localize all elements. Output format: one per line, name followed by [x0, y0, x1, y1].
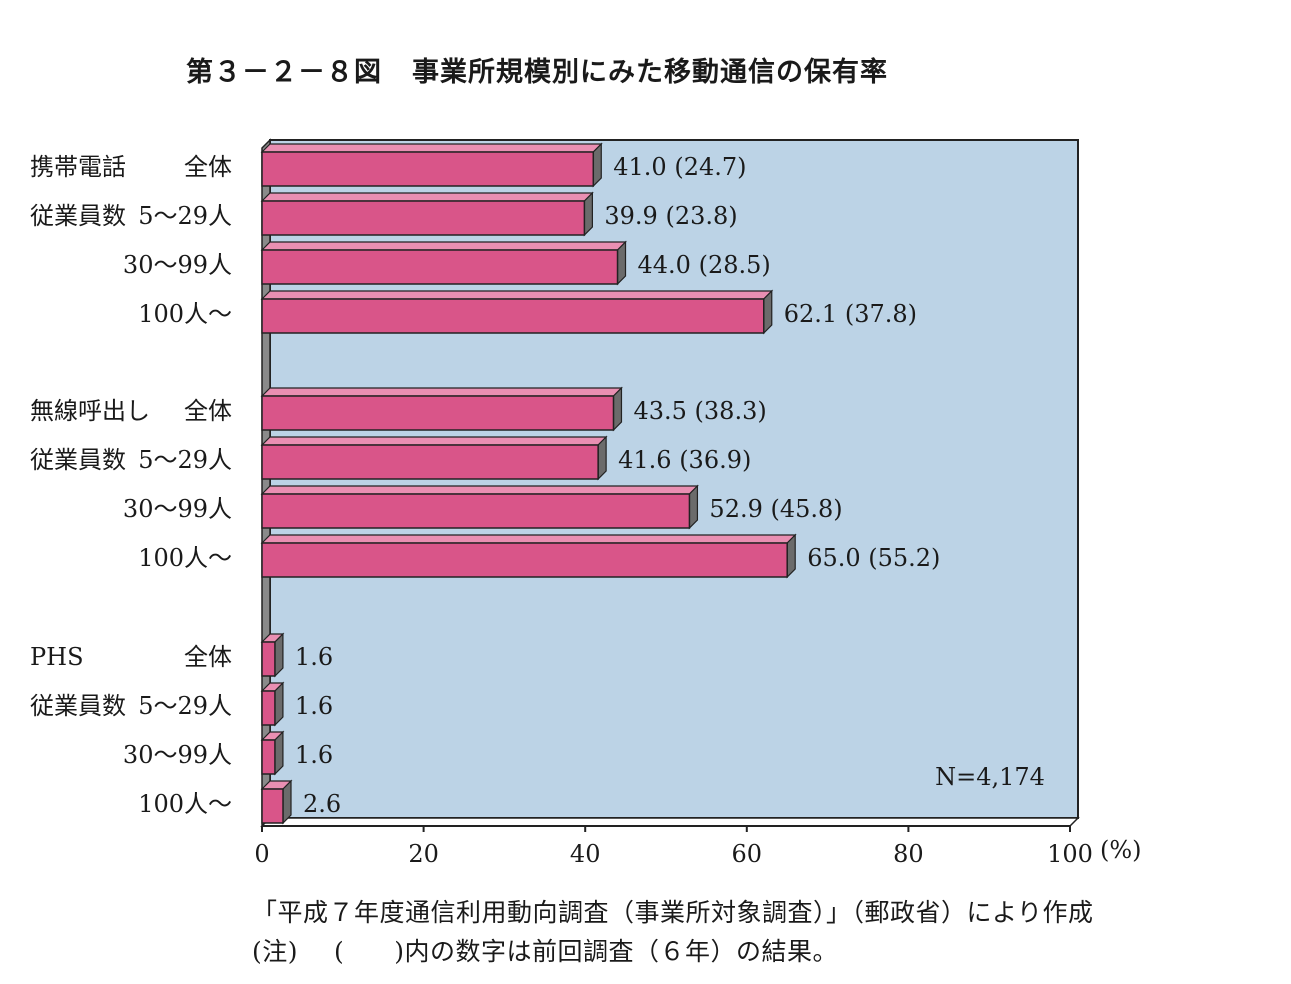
footnote-paren-close: ) — [394, 937, 405, 966]
x-axis-unit: (%) — [1100, 836, 1142, 864]
bar-value-label: 1.6 — [295, 741, 333, 769]
bar-chart: 0 20 40 60 80 100 (%) N=4,174 41.0 (24.7) 全体 携帯電話 3… — [30, 138, 1142, 868]
bar — [261, 493, 691, 529]
x-tick-label: 80 — [893, 840, 924, 868]
row-label: 5～29人 — [138, 202, 232, 230]
bar-side-face — [274, 681, 284, 727]
bar — [261, 151, 595, 187]
bar-top-face — [260, 143, 603, 153]
x-tick-label: 20 — [408, 840, 439, 868]
x-tick-label: 0 — [254, 840, 269, 868]
group-label: PHS — [30, 643, 84, 671]
row-label: 全体 — [184, 397, 232, 425]
chart-title: 第３－２－８図 事業所規模別にみた移動通信の保有率 — [186, 50, 888, 89]
bar-value-label: 2.6 — [303, 790, 341, 818]
bar-value-label: 43.5 (38.3) — [633, 397, 766, 425]
group-label: 従業員数 — [30, 202, 126, 230]
row-label: 30～99人 — [123, 741, 232, 769]
floor — [260, 817, 1080, 827]
bar — [261, 395, 615, 431]
bar-side-face — [583, 191, 593, 237]
row-label: 5～29人 — [138, 692, 232, 720]
bar — [261, 690, 276, 726]
sample-size-annotation: N=4,174 — [935, 763, 1045, 791]
footnote-paren-open: ( — [334, 937, 345, 966]
group-label: 無線呼出し — [30, 397, 150, 425]
group-label: 携帯電話 — [30, 153, 126, 181]
row-label: 全体 — [184, 153, 232, 181]
bar-value-label: 52.9 (45.8) — [709, 495, 842, 523]
bar-top-face — [260, 436, 608, 446]
bar-value-label: 62.1 (37.8) — [784, 300, 917, 328]
bar-top-face — [260, 485, 699, 495]
bar-value-label: 1.6 — [295, 643, 333, 671]
bar-value-label: 39.9 (23.8) — [604, 202, 737, 230]
bar-value-label: 1.6 — [295, 692, 333, 720]
row-label: 30～99人 — [123, 251, 232, 279]
bar-side-face — [274, 632, 284, 678]
bar — [261, 788, 284, 824]
source-note: 「平成７年度通信利用動向調査（事業所対象調査）」（郵政省）により作成 — [252, 898, 1094, 927]
row-label: 100人～ — [138, 790, 232, 818]
bar — [261, 249, 619, 285]
row-label: 100人～ — [138, 544, 232, 572]
group-label: 従業員数 — [30, 446, 126, 474]
bar-side-face — [786, 533, 796, 579]
bar — [261, 200, 586, 236]
bar-top-face — [260, 192, 594, 202]
bar-value-label: 41.6 (36.9) — [618, 446, 751, 474]
bar-top-face — [260, 534, 797, 544]
bar-value-label: 44.0 (28.5) — [638, 251, 771, 279]
bar-value-label: 41.0 (24.7) — [613, 153, 746, 181]
bar — [261, 641, 276, 677]
bar-side-face — [274, 730, 284, 776]
row-label: 30～99人 — [123, 495, 232, 523]
bar-side-face — [688, 484, 699, 530]
row-label: 100人～ — [138, 300, 232, 328]
row-label: 全体 — [184, 643, 232, 671]
bar-side-face — [616, 240, 627, 286]
row-label: 5～29人 — [138, 446, 232, 474]
bar-side-face — [763, 289, 773, 335]
bar — [261, 739, 276, 775]
bar-side-face — [597, 435, 607, 481]
figure-title-text: 事業所規模別にみた移動通信の保有率 — [412, 57, 888, 88]
footnote-text: 内の数字は前回調査（６年）の結果。 — [404, 937, 839, 966]
bar — [261, 444, 599, 480]
bar-side-face — [282, 779, 292, 825]
x-tick-label: 100 — [1047, 840, 1093, 868]
bar-value-label: 65.0 (55.2) — [807, 544, 940, 572]
bar-side-face — [612, 386, 623, 432]
x-tick-label: 40 — [570, 840, 601, 868]
bar-side-face — [592, 142, 602, 188]
footnote-label: (注) — [252, 937, 299, 966]
bar — [261, 298, 765, 334]
footnote: (注) ()内の数字は前回調査（６年）の結果。 — [252, 932, 838, 968]
group-label: 従業員数 — [30, 692, 126, 720]
bar-top-face — [260, 290, 774, 300]
bar-top-face — [260, 387, 623, 397]
bar-top-face — [260, 241, 627, 251]
x-tick-label: 60 — [732, 840, 763, 868]
bar — [261, 542, 788, 578]
figure-number: 第３－２－８図 — [186, 57, 382, 88]
